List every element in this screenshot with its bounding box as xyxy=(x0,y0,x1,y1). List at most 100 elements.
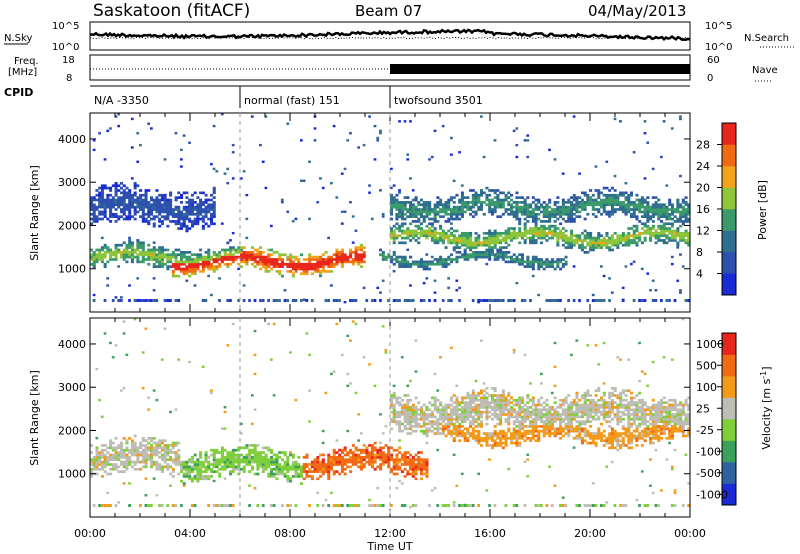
echo-cell xyxy=(398,396,402,400)
echo-cell xyxy=(98,132,101,135)
echo-cell xyxy=(103,210,107,214)
echo-cell xyxy=(376,451,380,454)
echo-cell xyxy=(327,262,331,266)
echo-cell xyxy=(403,255,407,259)
echo-cell xyxy=(460,208,464,211)
echo-cell xyxy=(657,215,661,218)
nsky-trace xyxy=(90,28,691,42)
echo-cell xyxy=(196,208,200,211)
echo-cell xyxy=(340,451,344,454)
echo-cell xyxy=(120,470,124,473)
echo-cell xyxy=(575,210,579,214)
echo-cell xyxy=(450,415,454,419)
echo-cell xyxy=(226,344,230,347)
echo-cell xyxy=(152,246,156,249)
echo-cell xyxy=(496,417,500,421)
echo-cell xyxy=(496,255,500,259)
echo-cell xyxy=(130,444,134,447)
echo-cell xyxy=(654,196,658,199)
echo-cell xyxy=(493,425,497,428)
echo-cell xyxy=(125,191,129,195)
echo-cell xyxy=(215,451,219,454)
echo-cell xyxy=(510,436,514,440)
echo-cell xyxy=(294,267,298,271)
echo-cell xyxy=(550,265,554,268)
echo-cell xyxy=(370,444,374,447)
echo-cell xyxy=(403,467,407,471)
echo-cell xyxy=(267,265,271,268)
echo-cell xyxy=(297,475,301,478)
echo-cell xyxy=(444,406,448,409)
echo-cell xyxy=(229,463,233,466)
echo-cell xyxy=(223,262,227,266)
echo-cell xyxy=(436,231,440,235)
echo-cell xyxy=(286,255,290,259)
echo-cell xyxy=(111,212,115,216)
echo-cell xyxy=(169,444,173,447)
echo-cell xyxy=(270,451,274,454)
echo-cell xyxy=(450,198,454,202)
echo-cell xyxy=(204,465,208,469)
echo-cell xyxy=(215,470,219,473)
echo-cell xyxy=(120,441,124,445)
echo-cell xyxy=(510,198,514,202)
echo-cell xyxy=(256,251,260,254)
echo-cell xyxy=(163,327,167,330)
echo-cell xyxy=(190,262,194,266)
echo-cell xyxy=(411,198,415,202)
echo-cell xyxy=(469,394,473,397)
echo-cell xyxy=(444,408,448,412)
echo-cell xyxy=(466,410,470,414)
echo-cell xyxy=(400,203,404,207)
echo-cell xyxy=(430,429,434,433)
echo-cell xyxy=(523,201,527,204)
echo-cell xyxy=(141,212,145,216)
echo-cell xyxy=(395,410,399,414)
echo-cell xyxy=(291,267,295,271)
echo-cell xyxy=(687,203,691,207)
echo-cell xyxy=(147,222,151,226)
echo-cell xyxy=(136,246,140,249)
echo-cell xyxy=(570,241,574,245)
echo-cell xyxy=(646,224,650,228)
echo-cell xyxy=(185,215,189,218)
echo-cell xyxy=(523,198,527,202)
echo-cell xyxy=(537,398,541,402)
echo-cell xyxy=(643,132,647,135)
echo-cell xyxy=(635,205,639,209)
echo-cell xyxy=(343,167,347,171)
echo-cell xyxy=(379,465,383,469)
echo-cell xyxy=(100,465,104,469)
echo-cell xyxy=(575,236,579,240)
echo-cell xyxy=(471,422,475,426)
echo-cell xyxy=(422,205,426,209)
echo-cell xyxy=(482,231,486,235)
echo-cell xyxy=(417,456,421,459)
echo-cell xyxy=(294,470,298,473)
echo-cell xyxy=(122,465,126,469)
echo-cell xyxy=(520,253,524,257)
echo-cell xyxy=(100,258,104,261)
echo-cell xyxy=(455,408,459,412)
echo-cell xyxy=(349,248,353,252)
echo-cell xyxy=(212,205,216,209)
echo-cell xyxy=(665,212,669,216)
echo-cell xyxy=(542,231,546,235)
echo-cell xyxy=(441,429,445,433)
echo-cell xyxy=(275,251,279,254)
echo-cell xyxy=(670,222,674,226)
echo-cell xyxy=(578,201,582,204)
echo-cell xyxy=(531,241,535,245)
echo-cell xyxy=(392,270,396,273)
echo-cell xyxy=(670,262,674,266)
echo-cell xyxy=(534,260,538,264)
colorbar-swatch xyxy=(722,252,736,274)
echo-cell xyxy=(349,451,353,454)
echo-cell xyxy=(193,453,197,457)
echo-cell xyxy=(460,191,464,195)
echo-cell xyxy=(428,231,432,235)
echo-cell xyxy=(409,460,413,464)
echo-cell xyxy=(520,396,524,400)
echo-cell xyxy=(133,208,137,211)
echo-cell xyxy=(515,255,519,259)
